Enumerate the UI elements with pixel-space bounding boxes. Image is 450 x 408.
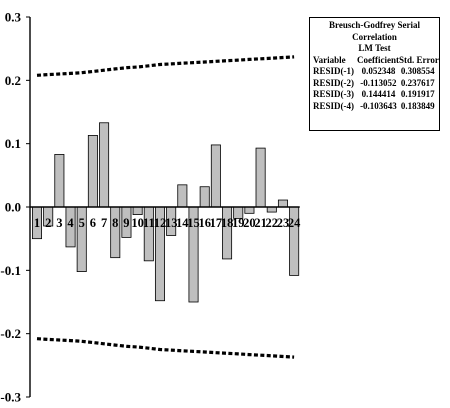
- bar: [87, 135, 98, 208]
- table-title: Breusch-Godfrey Serial Correlation: [329, 20, 420, 42]
- x-tick-label: 21: [254, 216, 267, 230]
- upper-bound-line: [36, 55, 295, 77]
- table-cell: 0.191917: [400, 89, 435, 99]
- y-tick-label: 0.0: [5, 200, 21, 215]
- table-cell: 0.144414: [361, 89, 396, 99]
- lm-test-table: Breusch-Godfrey Serial Correlation LM Te…: [309, 17, 440, 131]
- bar: [99, 122, 110, 208]
- bar-series: [32, 122, 300, 303]
- y-tick-label: 0.3: [5, 10, 22, 25]
- table-row: RESID(-4) -0.103643 0.183849: [313, 101, 436, 113]
- bar: [110, 206, 121, 259]
- bar: [266, 206, 277, 213]
- table-row: RESID(-3) 0.144414 0.191917: [313, 89, 436, 101]
- table-cell: RESID(-2): [313, 77, 355, 88]
- table-cell: 0.183849: [400, 100, 435, 111]
- x-tick-label: 9: [123, 216, 129, 230]
- y-axis-ticks: 0.3 0.2 0.1 0.0 -0.1 -0.2 -0.3: [0, 10, 30, 405]
- x-tick-label: 23: [277, 216, 290, 230]
- bar: [277, 199, 288, 208]
- table-cell: 0.052348: [361, 66, 396, 76]
- x-tick-label: 12: [154, 216, 167, 230]
- table-row: RESID(-1) 0.052348 0.308554: [313, 66, 436, 78]
- table-cell: RESID(-4): [313, 100, 355, 111]
- x-tick-label: 14: [176, 216, 189, 230]
- x-tick-label: 3: [56, 216, 62, 230]
- lower-bound-line: [36, 337, 295, 359]
- table-cell: RESID(-3): [313, 89, 355, 99]
- x-tick-label: 11: [143, 216, 155, 230]
- table-cell: RESID(-1): [313, 66, 355, 76]
- table-cell: 0.308554: [400, 66, 435, 76]
- table-header-row: Variable Coefficient Std. Error: [313, 54, 439, 67]
- table-cell: -0.103643: [360, 100, 397, 111]
- x-tick-label: 8: [112, 216, 118, 230]
- x-tick-label: 16: [198, 216, 211, 230]
- bar: [132, 206, 143, 215]
- x-tick-label: 10: [131, 216, 144, 230]
- x-tick-label: 13: [165, 216, 178, 230]
- bar: [177, 184, 188, 208]
- bar: [244, 206, 255, 214]
- x-tick-label: 17: [210, 216, 223, 230]
- x-tick-label: 2: [45, 216, 51, 230]
- y-tick-label: -0.3: [0, 390, 21, 405]
- table-row: RESID(-2) -0.113052 0.237617: [313, 78, 436, 90]
- y-tick-label: 0.2: [5, 73, 21, 88]
- table-subtitle: LM Test: [358, 43, 391, 53]
- bar: [210, 144, 221, 208]
- table-cell: 0.237617: [400, 77, 435, 88]
- x-tick-label: 20: [243, 216, 256, 230]
- y-tick-label: 0.1: [5, 136, 21, 151]
- x-tick-label: 6: [90, 216, 96, 230]
- y-tick-label: -0.1: [0, 263, 21, 278]
- header-variable: Variable: [313, 54, 346, 65]
- x-tick-label: 18: [221, 216, 234, 230]
- bar: [255, 147, 266, 208]
- bar: [222, 206, 233, 260]
- x-tick-label: 24: [288, 216, 301, 230]
- header-std-error: Std. Error: [399, 54, 439, 65]
- x-tick-label: 22: [266, 216, 279, 230]
- x-tick-label: 5: [79, 216, 85, 230]
- x-tick-label: 15: [187, 216, 200, 230]
- bar: [199, 186, 210, 208]
- header-coefficient: Coefficient: [357, 54, 399, 65]
- x-tick-label: 4: [67, 216, 74, 230]
- table-cell: -0.113052: [360, 77, 397, 88]
- x-tick-label: 19: [232, 216, 245, 230]
- x-tick-label: 1: [34, 216, 40, 230]
- bar: [54, 154, 65, 208]
- y-tick-label: -0.2: [0, 326, 21, 341]
- x-tick-label: 7: [101, 216, 107, 230]
